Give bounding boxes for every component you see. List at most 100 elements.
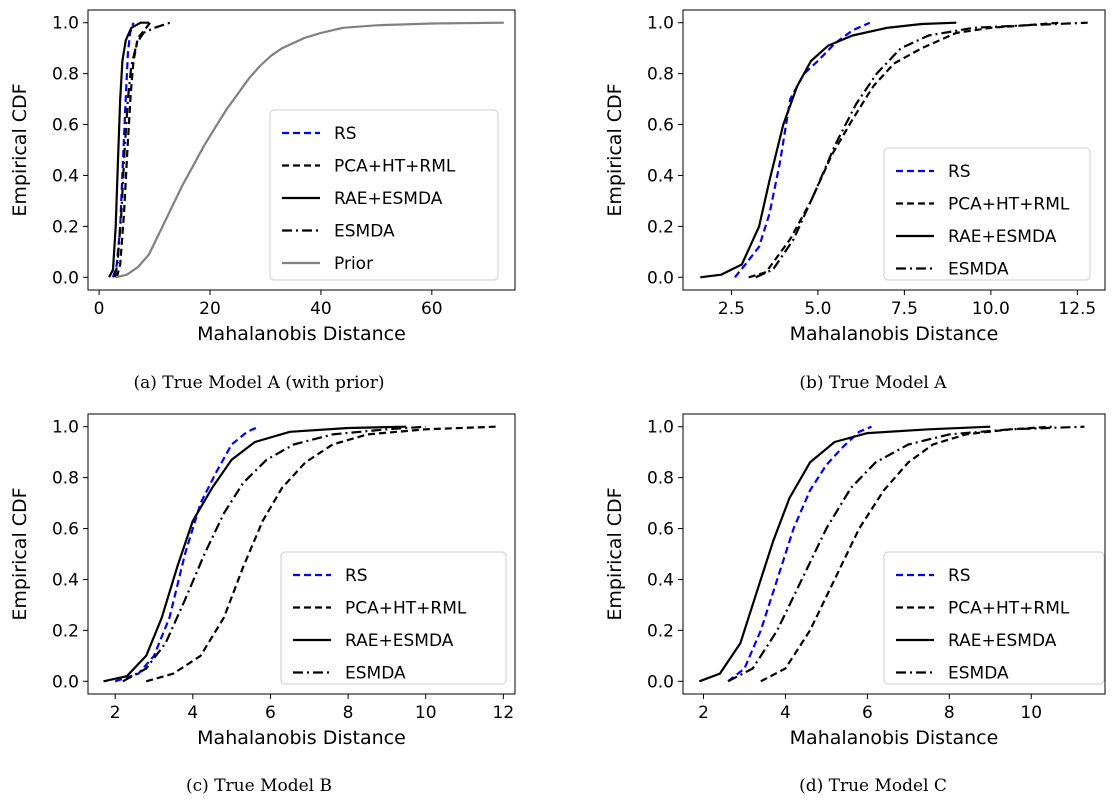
y-tick-label: 0.6 bbox=[647, 520, 674, 540]
x-tick-label: 4 bbox=[187, 703, 198, 723]
legend-label: RS bbox=[948, 566, 971, 586]
y-tick-label: 0.0 bbox=[52, 268, 79, 288]
chart-panel-3: 2 4 6 8 10 12 0.0 0.2 0.4 0.6 0.8 1.0 Mahalanobis Di… bbox=[9, 413, 516, 796]
x-tick-label: 10 bbox=[1020, 703, 1042, 723]
series-line-rae-esmda bbox=[699, 425, 991, 683]
y-tick-label: 0.2 bbox=[647, 217, 674, 237]
legend-label: ESMDA bbox=[334, 222, 395, 242]
x-tick-label: 60 bbox=[421, 299, 443, 319]
legend: RS PCA+HT+RML RAE+ESMDA ESMDA bbox=[280, 551, 507, 685]
y-tick-label: 0.8 bbox=[647, 469, 674, 489]
x-axis-label: Mahalanobis Distance bbox=[790, 727, 999, 749]
legend-label: PCA+HT+RML bbox=[948, 195, 1070, 215]
x-axis-label: Mahalanobis Distance bbox=[790, 323, 999, 345]
plot-frame bbox=[682, 413, 1106, 695]
x-tick-label: 8 bbox=[343, 703, 354, 723]
y-tick-label: 0.2 bbox=[52, 621, 79, 641]
legend-label: RS bbox=[345, 566, 368, 586]
legend-label: RS bbox=[334, 124, 357, 144]
x-tick-label: 4 bbox=[780, 703, 791, 723]
series-line-rs bbox=[111, 22, 135, 278]
plot-frame bbox=[87, 413, 516, 695]
subfigure-caption: (b) True Model A bbox=[799, 373, 947, 393]
legend-box bbox=[269, 109, 499, 281]
x-tick-label: 2.5 bbox=[718, 299, 745, 319]
legend-label: PCA+HT+RML bbox=[334, 157, 456, 177]
plot-frame bbox=[87, 9, 516, 291]
chart-panel-4: 2 4 6 8 10 0.0 0.2 0.4 0.6 0.8 1.0 Mahalanobis Dist… bbox=[604, 413, 1106, 796]
y-tick-label: 0.0 bbox=[647, 268, 674, 288]
x-tick-label: 20 bbox=[199, 299, 221, 319]
series-line-rae-esmda bbox=[103, 425, 407, 683]
y-tick-label: 0.8 bbox=[52, 469, 79, 489]
y-tick-label: 0.4 bbox=[52, 166, 79, 186]
series-line-esmda bbox=[727, 425, 1085, 683]
x-tick-label: 10 bbox=[415, 703, 437, 723]
legend: RS PCA+HT+RML RAE+ESMDA ESMDA bbox=[883, 551, 1105, 685]
series-line-rs bbox=[114, 425, 260, 683]
y-axis-label: Empirical CDF bbox=[604, 83, 626, 216]
x-axis-label: Mahalanobis Distance bbox=[197, 727, 406, 749]
legend-box bbox=[883, 551, 1105, 685]
subfigure-caption: (d) True Model C bbox=[799, 776, 947, 796]
legend-label: ESMDA bbox=[948, 260, 1009, 280]
y-tick-label: 1.0 bbox=[647, 418, 674, 438]
legend-label: RAE+ESMDA bbox=[334, 189, 443, 209]
series-line-pca-ht-rml bbox=[760, 425, 1052, 683]
series-group bbox=[700, 21, 1088, 279]
legend-label: RAE+ESMDA bbox=[345, 631, 454, 651]
y-tick-label: 0.4 bbox=[647, 166, 674, 186]
y-tick-label: 0.2 bbox=[647, 621, 674, 641]
legend-label: ESMDA bbox=[345, 664, 406, 684]
x-tick-label: 7.5 bbox=[891, 299, 918, 319]
y-tick-label: 0.4 bbox=[52, 570, 79, 590]
y-tick-label: 0.8 bbox=[647, 65, 674, 85]
series-line-pca-ht-rml bbox=[145, 425, 496, 683]
series-group bbox=[108, 21, 504, 279]
legend-label: ESMDA bbox=[948, 664, 1009, 684]
y-axis-label: Empirical CDF bbox=[604, 487, 626, 620]
x-tick-label: 40 bbox=[310, 299, 332, 319]
y-axis-label: Empirical CDF bbox=[9, 487, 31, 620]
subfigure-caption: (c) True Model B bbox=[186, 776, 332, 796]
series-group bbox=[103, 425, 496, 683]
series-line-rs bbox=[734, 21, 871, 278]
legend-label: PCA+HT+RML bbox=[345, 599, 467, 619]
x-tick-label: 12.5 bbox=[1058, 299, 1096, 319]
series-line-esmda bbox=[755, 21, 1088, 279]
x-tick-label: 6 bbox=[862, 703, 873, 723]
x-tick-label: 12 bbox=[493, 703, 515, 723]
legend-box bbox=[883, 147, 1091, 281]
series-line-rs bbox=[727, 425, 872, 683]
series-line-esmda bbox=[113, 21, 171, 278]
legend-label: RS bbox=[948, 162, 971, 182]
y-tick-label: 1.0 bbox=[647, 14, 674, 34]
series-line-prior bbox=[115, 21, 504, 279]
legend: RS PCA+HT+RML RAE+ESMDA ESMDA Prior bbox=[269, 109, 499, 281]
subfigure-caption: (a) True Model A (with prior) bbox=[133, 373, 384, 393]
legend: RS PCA+HT+RML RAE+ESMDA ESMDA bbox=[883, 147, 1091, 281]
plot-frame bbox=[682, 9, 1106, 291]
y-axis-label: Empirical CDF bbox=[9, 83, 31, 216]
y-tick-label: 0.0 bbox=[647, 672, 674, 692]
x-tick-label: 0 bbox=[94, 299, 105, 319]
x-tick-label: 8 bbox=[944, 703, 955, 723]
series-group bbox=[699, 425, 1085, 683]
legend-box bbox=[280, 551, 507, 685]
legend-label: PCA+HT+RML bbox=[948, 599, 1070, 619]
chart-panel-1: 0 20 40 60 0.0 0.2 0.4 0.6 0.8 1.0 Mahalanobis Dis… bbox=[9, 9, 516, 393]
y-tick-label: 1.0 bbox=[52, 14, 79, 34]
y-tick-label: 0.6 bbox=[52, 520, 79, 540]
legend-label: RAE+ESMDA bbox=[948, 631, 1057, 651]
series-line-rae-esmda bbox=[108, 21, 149, 278]
legend-label: RAE+ESMDA bbox=[948, 227, 1057, 247]
y-tick-label: 0.8 bbox=[52, 65, 79, 85]
y-tick-label: 0.6 bbox=[52, 116, 79, 136]
x-tick-label: 2 bbox=[698, 703, 709, 723]
x-axis-label: Mahalanobis Distance bbox=[197, 323, 406, 345]
x-tick-label: 2 bbox=[110, 703, 121, 723]
y-tick-label: 1.0 bbox=[52, 418, 79, 438]
y-tick-label: 0.4 bbox=[647, 570, 674, 590]
x-tick-label: 10.0 bbox=[972, 299, 1010, 319]
